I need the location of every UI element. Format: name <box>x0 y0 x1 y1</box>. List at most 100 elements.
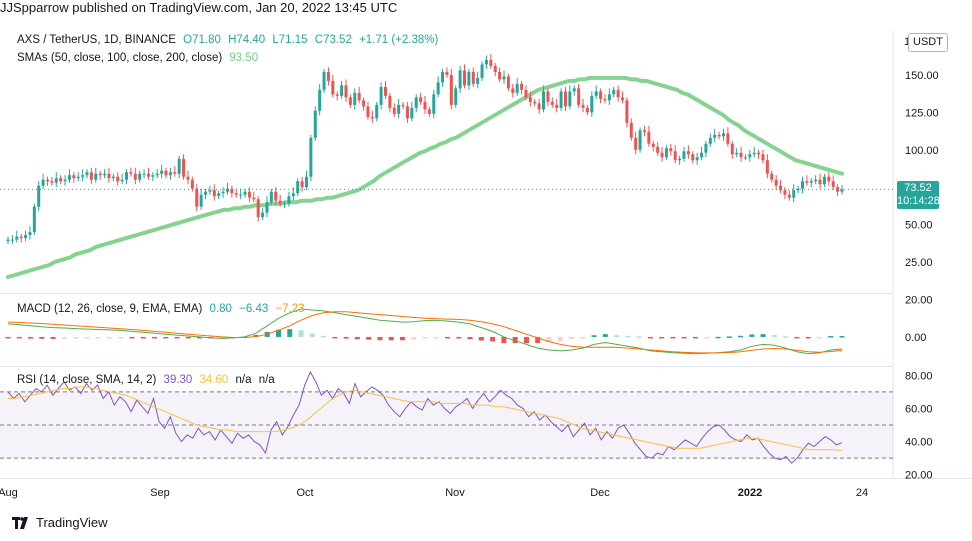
rsi-tick-label: 60.00 <box>905 403 933 415</box>
candle-body <box>840 189 844 192</box>
candle-body <box>15 236 19 240</box>
candle-body <box>217 193 221 197</box>
rsi-label[interactable]: RSI (14, close, SMA, 14, 2) <box>17 374 157 386</box>
candle-body <box>809 181 813 183</box>
macd-histogram-bar <box>219 336 225 339</box>
rsi-tick-label: 40.00 <box>905 437 933 449</box>
rsi-legend: RSI (14, close, SMA, 14, 2) 39.30 34.60 … <box>17 374 279 386</box>
macd-histogram-bar <box>422 336 428 339</box>
high-value: H74.40 <box>228 34 266 46</box>
macd-histogram-bar <box>39 336 45 339</box>
candle-body <box>783 190 787 195</box>
candle-body <box>265 202 269 213</box>
macd-histogram-bar <box>332 336 338 339</box>
candle-body <box>441 71 445 83</box>
macd-histogram-bar <box>73 336 79 339</box>
candle-body <box>160 170 164 174</box>
candle-body <box>651 143 655 147</box>
sma-line <box>6 75 844 279</box>
candle-body <box>471 71 475 84</box>
candle-body <box>204 191 208 195</box>
macd-histogram-bar <box>433 336 439 339</box>
macd-histogram-bar <box>692 336 698 339</box>
candle-body <box>340 85 344 96</box>
low-value: L71.15 <box>272 34 308 46</box>
candle-body <box>142 173 146 175</box>
macd-histogram-bar <box>828 336 834 338</box>
candle-body <box>85 172 89 176</box>
time-tick-label: Oct <box>296 487 313 499</box>
candle-body <box>695 157 699 161</box>
macd-histogram-bar <box>501 336 507 344</box>
candle-body <box>269 191 273 203</box>
candle-body <box>256 199 260 218</box>
candle-body <box>708 137 712 144</box>
candle-body <box>432 94 436 114</box>
macd-histogram-bar <box>478 336 484 341</box>
candle-body <box>489 59 493 66</box>
sma-label[interactable]: SMAs (50, close, 100, close, 200, close) <box>17 52 223 64</box>
candle-body <box>362 100 366 107</box>
macd-histogram-bar <box>670 336 676 339</box>
candle-body <box>120 179 124 182</box>
macd-histogram-bar <box>140 336 146 339</box>
candle-body <box>199 194 203 207</box>
candle-body <box>164 170 168 176</box>
time-tick-label: Dec <box>590 487 610 499</box>
candle-body <box>533 101 537 104</box>
candle-body <box>81 175 85 177</box>
macd-histogram-bar <box>557 336 563 341</box>
candle-body <box>656 146 660 153</box>
macd-histogram-bar <box>185 336 191 339</box>
candle-body <box>326 71 330 81</box>
candle-body <box>212 190 216 197</box>
rsi-ma-value: 34.60 <box>199 374 229 386</box>
candle-body <box>480 64 484 78</box>
candle-body <box>116 176 120 182</box>
candle-body <box>300 181 304 188</box>
macd-legend: MACD (12, 26, close, 9, EMA, EMA) 0.80 −… <box>17 303 309 315</box>
candle-body <box>445 71 449 75</box>
candle-body <box>146 173 150 177</box>
macd-histogram-bar <box>118 336 124 339</box>
candle-body <box>221 191 225 194</box>
macd-line-value: −6.43 <box>239 303 269 315</box>
symbol-label[interactable]: AXS / TetherUS, 1D, BINANCE <box>17 34 176 46</box>
candle-body <box>673 151 677 161</box>
candle-body <box>313 110 317 138</box>
candle-body <box>629 122 633 138</box>
candle-body <box>726 133 730 144</box>
macd-histogram-bar <box>535 336 541 344</box>
candle-body <box>752 152 756 155</box>
candle-body <box>704 143 708 153</box>
macd-label[interactable]: MACD (12, 26, close, 9, EMA, EMA) <box>17 303 203 315</box>
candle-body <box>107 173 111 179</box>
candle-body <box>800 181 804 189</box>
candle-body <box>594 91 598 96</box>
candle-body <box>72 175 76 179</box>
candle-body <box>177 158 181 174</box>
candle-body <box>28 232 32 236</box>
candle-body <box>291 193 295 197</box>
price-tick-label: 150.00 <box>905 70 939 82</box>
macd-histogram-bar <box>28 336 34 339</box>
candle-body <box>458 70 462 89</box>
sma-legend: SMAs (50, close, 100, close, 200, close)… <box>17 52 262 64</box>
macd-histogram-bar <box>738 335 744 338</box>
candle-body <box>831 181 835 188</box>
candle-body <box>761 154 765 161</box>
currency-button[interactable]: USDT <box>908 33 948 52</box>
rsi-tick-label: 80.00 <box>905 370 933 382</box>
tradingview-logo[interactable]: TradingView <box>12 515 108 530</box>
candle-body <box>322 71 326 90</box>
candle-body <box>357 92 361 101</box>
macd-histogram-bar <box>366 336 372 340</box>
macd-tick-label: 20.00 <box>905 295 933 307</box>
candle-body <box>607 94 611 101</box>
macd-histogram-bar <box>95 336 101 339</box>
candle-body <box>506 76 510 89</box>
price-tick-label: 100.00 <box>905 145 939 157</box>
rsi-line <box>7 370 843 464</box>
candle-body <box>634 137 638 150</box>
